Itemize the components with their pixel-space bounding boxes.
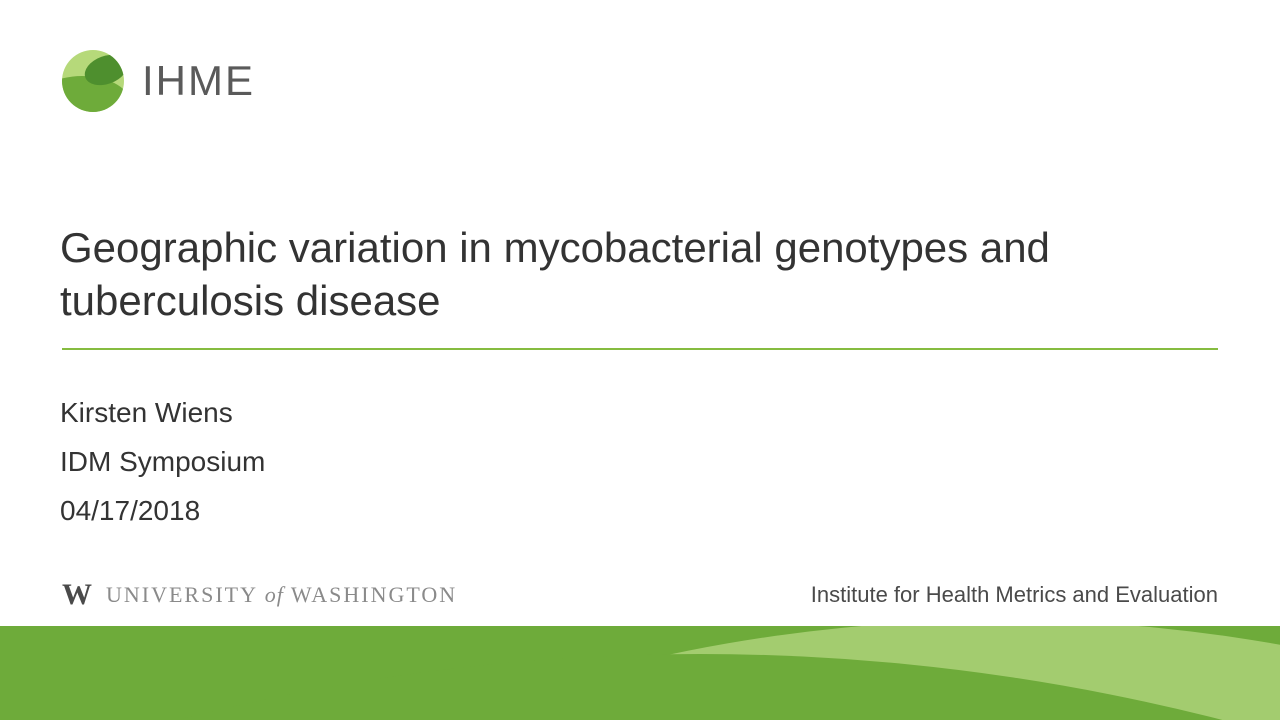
slide-title: Geographic variation in mycobacterial ge… xyxy=(60,222,1220,327)
author-name: Kirsten Wiens xyxy=(60,388,265,437)
bottom-band xyxy=(0,626,1280,720)
event-name: IDM Symposium xyxy=(60,437,265,486)
ihme-footer-label: Institute for Health Metrics and Evaluat… xyxy=(811,582,1218,608)
slide-meta: Kirsten Wiens IDM Symposium 04/17/2018 xyxy=(60,388,265,535)
slide-date: 04/17/2018 xyxy=(60,486,265,535)
uw-label: UNIVERSITY of WASHINGTON xyxy=(106,582,457,608)
ihme-logo: IHME xyxy=(62,50,255,112)
uw-w-icon: W xyxy=(62,578,92,612)
ihme-logo-text: IHME xyxy=(142,57,255,105)
uw-prefix: UNIVERSITY xyxy=(106,582,257,607)
title-divider xyxy=(62,348,1218,350)
footer-row: W UNIVERSITY of WASHINGTON Institute for… xyxy=(62,578,1218,612)
title-slide: IHME Geographic variation in mycobacteri… xyxy=(0,0,1280,720)
uw-suffix: WASHINGTON xyxy=(291,582,457,607)
uw-logo: W UNIVERSITY of WASHINGTON xyxy=(62,578,457,612)
uw-of: of xyxy=(265,582,284,607)
ihme-logo-icon xyxy=(62,50,124,112)
